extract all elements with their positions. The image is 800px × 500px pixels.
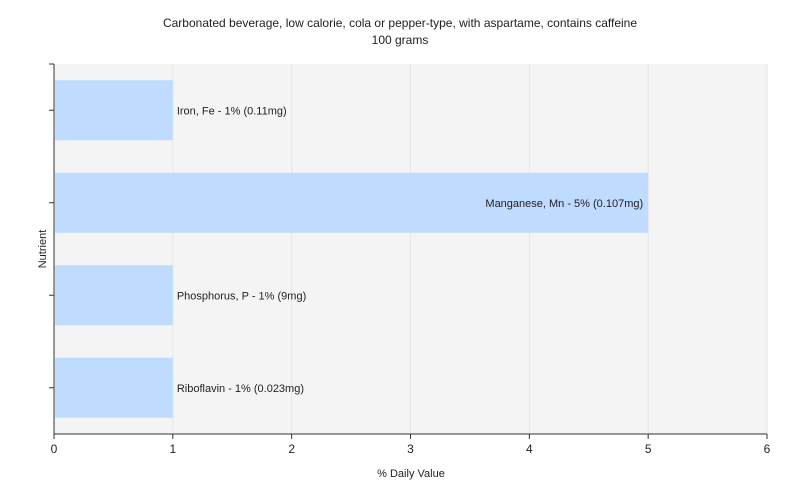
data-labels: Iron, Fe - 1% (0.11mg) Manganese, Mn - 5%… <box>177 105 643 395</box>
chart-subtitle: 100 grams <box>372 33 429 47</box>
x-tick-label: 5 <box>645 442 652 456</box>
x-tick-label: 4 <box>526 442 533 456</box>
bar <box>55 357 173 418</box>
x-tick-label: 3 <box>407 442 414 456</box>
bar <box>55 80 173 141</box>
x-tick-label: 6 <box>764 442 771 456</box>
y-axis-title: Nutrient <box>37 230 49 269</box>
bar-data-label: Manganese, Mn - 5% (0.107mg) <box>485 198 643 210</box>
x-axis-title: % Daily Value <box>377 468 445 480</box>
x-tick-label: 2 <box>288 442 295 456</box>
bar-data-label: Iron, Fe - 1% (0.11mg) <box>177 105 287 117</box>
bar <box>55 172 649 233</box>
x-tick-label: 0 <box>51 442 58 456</box>
bar-data-label: Phosphorus, P - 1% (9mg) <box>177 290 306 302</box>
chart-title: Carbonated beverage, low calorie, cola o… <box>163 16 637 30</box>
bar-data-label: Riboflavin - 1% (0.023mg) <box>177 383 304 395</box>
bar <box>55 265 173 326</box>
bars <box>55 80 649 418</box>
x-tick-label: 1 <box>169 442 176 456</box>
axes: 0 1 2 3 4 5 6 <box>49 63 771 456</box>
